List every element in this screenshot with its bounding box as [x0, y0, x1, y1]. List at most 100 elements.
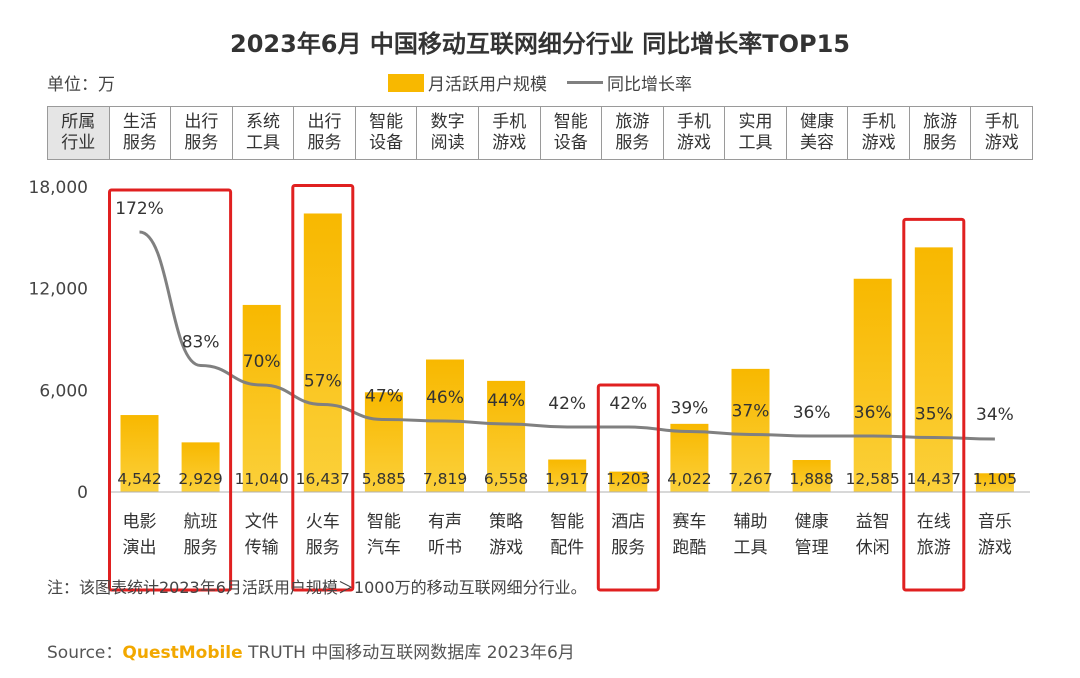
highlight-box: [902, 217, 966, 592]
category-label: 智能汽车: [366, 512, 401, 558]
bar: [609, 471, 648, 492]
industry-cell: 旅游服务: [601, 106, 664, 160]
bar-value-label: 5,885: [362, 470, 406, 488]
growth-rate-label: 57%: [304, 372, 342, 392]
industry-cell-text: 智能设备: [553, 112, 588, 153]
industry-row: 所属行业 生活服务 出行服务 系统工具 出行服务 智能设备 数字阅读 手机游戏 智能设备 旅游服…: [47, 106, 1033, 160]
industry-cell: 旅游服务: [908, 106, 972, 160]
y-tick-label: 6,000: [39, 381, 88, 401]
industry-cell-text: 实用工具: [738, 112, 773, 153]
industry-cell: 出行服务: [293, 106, 356, 160]
growth-rate-label: 37%: [732, 402, 770, 422]
category-label: 酒店服务: [611, 512, 646, 558]
bar-value-label: 2,929: [178, 470, 222, 488]
bar: [426, 359, 464, 492]
industry-cell-text: 数字阅读: [430, 112, 465, 153]
category-label: 智能配件: [550, 512, 585, 558]
industry-cell: 生活服务: [108, 106, 172, 160]
bar: [548, 459, 587, 492]
industry-cell-text: 出行服务: [184, 112, 219, 153]
growth-rate-line: [139, 230, 995, 441]
industry-cell-text: 生活服务: [122, 112, 157, 153]
industry-cell: 实用工具: [724, 106, 787, 160]
bar-value-label: 1,203: [606, 470, 650, 488]
bar: [792, 460, 831, 492]
growth-rate-label: 46%: [426, 388, 464, 408]
bar-value-label: 7,819: [423, 470, 467, 488]
bar-value-label: 1,917: [545, 470, 589, 488]
category-label: 益智休闲: [855, 512, 890, 558]
category-label: 音乐游戏: [977, 512, 1012, 558]
bar: [242, 304, 281, 492]
category-label: 文件传输: [244, 512, 279, 558]
legend-bar-swatch: [388, 73, 424, 92]
bar: [853, 278, 892, 492]
growth-rate-label: 34%: [976, 405, 1014, 425]
chart-title: 2023年6月 中国移动互联网细分行业 同比增长率TOP15: [230, 30, 850, 58]
industry-cell-text: 出行服务: [307, 112, 342, 153]
bar: [181, 442, 220, 492]
bar-value-label: 1,888: [789, 470, 833, 488]
legend: 月活跃用户规模 同比增长率: [388, 70, 692, 95]
bar: [303, 213, 342, 492]
bar: [487, 380, 526, 492]
bar-value-label: 1,105: [973, 470, 1017, 488]
bar-value-label: 4,542: [117, 470, 161, 488]
growth-rate-label: 36%: [854, 403, 892, 423]
industry-cell: 健康美容: [785, 106, 849, 160]
growth-rate-label: 36%: [793, 403, 831, 423]
highlight-box: [108, 188, 233, 592]
source-suffix: TRUTH 中国移动互联网数据库 2023年6月: [242, 643, 575, 663]
industry-cell: 手机游戏: [970, 106, 1033, 160]
highlight-box: [596, 383, 660, 592]
industry-cell-text: 手机游戏: [492, 112, 527, 153]
growth-rate-label: 42%: [609, 394, 647, 414]
industry-cell: 系统工具: [231, 106, 295, 160]
industry-cell-text: 系统工具: [245, 112, 280, 153]
y-tick-label: 18,000: [29, 178, 88, 198]
legend-line-swatch: [567, 81, 603, 84]
bar-value-label: 7,267: [728, 470, 772, 488]
y-tick-label: 12,000: [29, 280, 88, 300]
industry-cell-text: 手机游戏: [676, 112, 711, 153]
category-label: 在线旅游: [916, 512, 951, 558]
category-label: 航班服务: [183, 512, 218, 558]
growth-rate-label: 42%: [548, 394, 586, 414]
industry-cell: 手机游戏: [847, 106, 910, 160]
bar-value-label: 11,040: [235, 470, 289, 488]
bar-value-label: 4,022: [667, 470, 711, 488]
category-label: 策略游戏: [489, 512, 524, 558]
source-line: Source：QuestMobile TRUTH 中国移动互联网数据库 2023…: [47, 638, 575, 663]
growth-rate-label: 35%: [915, 405, 953, 425]
chart-note: 注：该图表统计2023年6月活跃用户规模＞1000万的移动互联网细分行业。: [47, 578, 587, 597]
industry-cell-text: 旅游服务: [923, 112, 958, 153]
bar: [914, 247, 953, 492]
growth-rate-label: 83%: [182, 333, 220, 353]
y-tick-label: 0: [77, 483, 88, 503]
industry-cell: 智能设备: [354, 106, 418, 160]
bar: [975, 473, 1014, 492]
industry-cell-text: 手机游戏: [984, 112, 1019, 153]
growth-rate-label: 47%: [365, 387, 403, 407]
category-label: 电影演出: [122, 512, 157, 558]
bar: [120, 415, 159, 492]
legend-bar-label: 月活跃用户规模: [428, 75, 547, 95]
growth-rate-label: 39%: [671, 399, 709, 419]
category-label: 健康管理: [794, 512, 829, 558]
bar: [731, 368, 770, 492]
category-label: 火车服务: [305, 512, 340, 558]
bar: [364, 392, 403, 492]
category-label: 有声听书: [428, 512, 462, 558]
category-label: 辅助工具: [733, 512, 768, 558]
bar-value-label: 6,558: [484, 470, 528, 488]
industry-cell: 智能设备: [539, 106, 603, 160]
industry-cell-text: 智能设备: [369, 112, 404, 153]
unit-label: 单位：万: [47, 75, 115, 95]
category-label: 赛车跑酷: [672, 512, 707, 558]
industry-cell-text: 健康美容: [800, 112, 835, 153]
source-brand: QuestMobile: [122, 643, 243, 663]
growth-rate-label: 172%: [115, 199, 164, 219]
bar: [670, 423, 709, 492]
legend-line-label: 同比增长率: [607, 75, 692, 95]
